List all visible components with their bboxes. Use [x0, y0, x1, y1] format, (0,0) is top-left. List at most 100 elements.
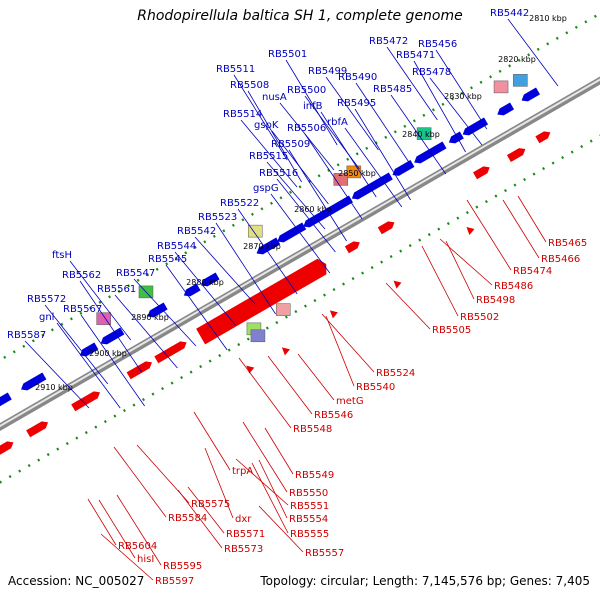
reverse-gene-arrow[interactable]: [196, 258, 327, 345]
upper-gene-label: RB5471: [396, 50, 435, 61]
lower-leader-line: [466, 199, 512, 271]
upper-gene-label: gnl: [39, 312, 54, 323]
forward-gene-arrow[interactable]: [497, 102, 515, 116]
feature-block[interactable]: [275, 303, 291, 316]
lower-leader-line: [439, 238, 493, 286]
upper-gene-label: RB5516: [259, 168, 298, 179]
forward-gene-arrow[interactable]: [414, 141, 447, 164]
reverse-gene-arrow[interactable]: [71, 391, 101, 412]
upper-gene-label: RB5572: [27, 294, 66, 305]
feature-block[interactable]: [416, 127, 432, 140]
upper-leader-line: [276, 178, 336, 253]
lower-leader-line: [258, 459, 288, 519]
forward-gene-arrow[interactable]: [392, 159, 415, 176]
feature-block[interactable]: [346, 165, 362, 179]
reverse-gene-marker[interactable]: [329, 310, 338, 319]
lower-leader-line: [297, 353, 335, 401]
upper-leader-line: [69, 260, 132, 341]
forward-gene-arrow[interactable]: [79, 342, 99, 357]
upper-leader-line: [79, 280, 142, 373]
forward-gene-arrow[interactable]: [21, 372, 47, 391]
reverse-gene-arrow[interactable]: [126, 361, 152, 380]
lower-gene-label: RB5557: [305, 548, 344, 559]
upper-leader-line: [390, 94, 447, 175]
upper-leader-line: [288, 149, 347, 242]
upper-gene-label: RB5562: [62, 270, 101, 281]
lower-gene-label: metG: [336, 396, 364, 407]
lower-gene-label: dxr: [235, 514, 252, 525]
feature-block[interactable]: [513, 74, 528, 87]
upper-gene-label: RB5544: [157, 241, 196, 252]
forward-gene-arrow[interactable]: [201, 272, 220, 287]
upper-gene-label: RB5506: [287, 123, 326, 134]
lower-leader-line: [264, 427, 294, 475]
forward-gene-arrow[interactable]: [448, 131, 464, 144]
upper-leader-line: [507, 18, 559, 87]
upper-gene-label: RB5515: [249, 151, 288, 162]
upper-leader-line: [355, 82, 410, 163]
kbp-tick-label: 2810 kbp: [529, 14, 567, 23]
reverse-gene-arrow[interactable]: [473, 166, 490, 180]
upper-gene-label: RB5509: [271, 139, 310, 150]
upper-leader-line: [266, 161, 326, 230]
forward-gene-arrow[interactable]: [100, 327, 125, 345]
accession-text: Accession: NC_005027: [8, 574, 145, 588]
reverse-gene-arrow[interactable]: [344, 241, 360, 254]
kbp-tick-label: 2910 kbp: [35, 383, 73, 392]
forward-gene-arrow[interactable]: [0, 392, 12, 407]
forward-gene-arrow[interactable]: [462, 117, 489, 136]
lower-gene-label: RB5555: [290, 529, 329, 540]
forward-gene-arrow[interactable]: [351, 172, 393, 200]
backbone-highlight: [0, 78, 600, 428]
lower-gene-label: RB5595: [163, 561, 202, 572]
lower-gene-label: RB5584: [168, 513, 207, 524]
lower-gene-label: RB5554: [289, 514, 328, 525]
forward-gene-arrow[interactable]: [256, 237, 281, 255]
tick-track-outer: [0, 12, 600, 362]
lower-gene-label: RB5575: [191, 499, 230, 510]
upper-leader-line: [435, 49, 488, 130]
forward-gene-arrow[interactable]: [521, 87, 541, 102]
tick-track-inner: [0, 134, 600, 484]
lower-leader-line: [177, 489, 223, 549]
reverse-gene-arrow[interactable]: [506, 148, 526, 163]
kbp-tick-label: 2860 kbp: [294, 205, 332, 214]
forward-gene-arrow[interactable]: [277, 222, 307, 243]
reverse-gene-marker[interactable]: [466, 226, 475, 235]
upper-leader-line: [133, 278, 197, 347]
upper-gene-label: RB5561: [97, 284, 136, 295]
reverse-gene-marker[interactable]: [246, 365, 255, 374]
lower-leader-line: [238, 357, 292, 429]
feature-block[interactable]: [493, 80, 509, 94]
lower-leader-line: [242, 421, 288, 493]
feature-block[interactable]: [250, 329, 266, 343]
lower-gene-label: RB5498: [476, 295, 515, 306]
kbp-tick-label: 2830 kbp: [444, 92, 482, 101]
upper-leader-line: [344, 127, 403, 208]
lower-gene-label: RB5546: [314, 410, 353, 421]
lower-leader-line: [98, 499, 136, 559]
lower-gene-label: trpA: [232, 466, 253, 477]
upper-leader-line: [174, 251, 236, 326]
forward-gene-arrow[interactable]: [147, 302, 168, 318]
upper-gene-label: RB5456: [418, 39, 457, 50]
reverse-gene-marker[interactable]: [393, 280, 402, 289]
forward-gene-arrow[interactable]: [183, 283, 201, 297]
lower-gene-label: RB5550: [289, 488, 328, 499]
upper-gene-label: gspK: [254, 120, 279, 131]
upper-leader-line: [114, 294, 178, 369]
lower-leader-line: [258, 505, 304, 553]
upper-gene-label: RB5478: [412, 67, 451, 78]
reverse-gene-arrow[interactable]: [377, 221, 395, 235]
reverse-gene-arrow[interactable]: [26, 421, 49, 438]
reverse-gene-arrow[interactable]: [535, 131, 551, 144]
upper-gene-label: RB5514: [223, 109, 262, 120]
reverse-gene-arrow[interactable]: [0, 441, 14, 455]
reverse-gene-marker[interactable]: [281, 347, 290, 356]
upper-leader-line: [165, 264, 228, 351]
lower-leader-line: [445, 240, 475, 300]
upper-gene-label: RB5501: [268, 49, 307, 60]
reverse-gene-arrow[interactable]: [154, 341, 187, 364]
upper-leader-line: [429, 77, 483, 146]
lower-gene-label: RB5549: [295, 470, 334, 481]
